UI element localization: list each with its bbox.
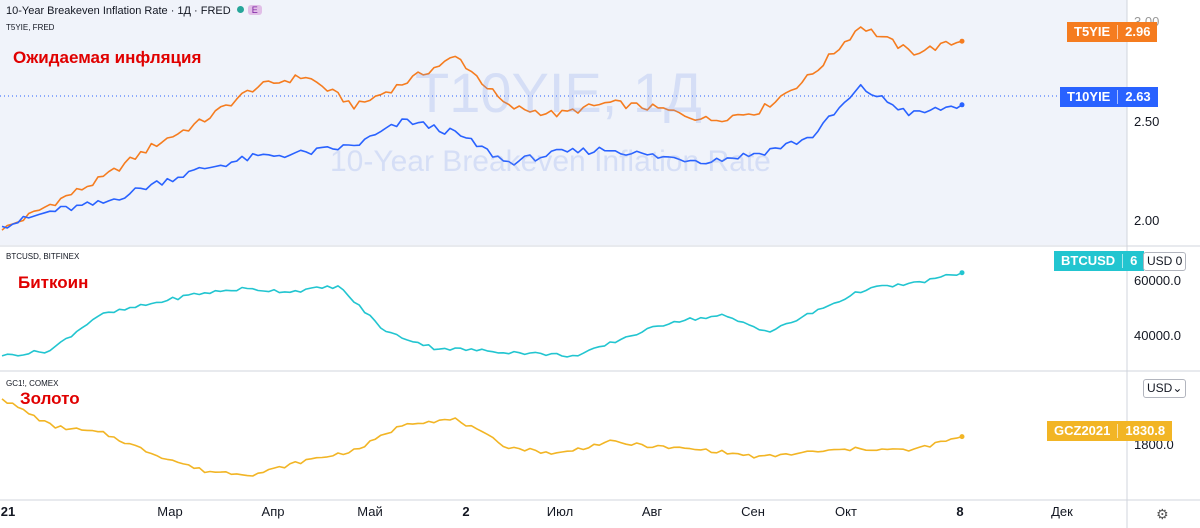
pane-bitcoin-bg bbox=[0, 247, 1127, 370]
currency-gold-label: USD bbox=[1147, 381, 1173, 395]
time-tick-3: Май bbox=[357, 504, 383, 519]
axis-p2-tick-0: 60000.0 bbox=[1134, 273, 1181, 288]
tag-t5yie-value: 2.96 bbox=[1125, 24, 1151, 39]
currency-select-gold[interactable]: USD⌄ bbox=[1143, 379, 1187, 398]
pane1-subtitle[interactable]: T5YIE, FRED bbox=[6, 23, 55, 32]
chevron-down-icon: ⌄ bbox=[1172, 381, 1183, 395]
series-last-point-t5yie bbox=[959, 38, 965, 44]
tag-t10yie-value: 2.63 bbox=[1125, 89, 1151, 104]
pane2-subtitle[interactable]: BTCUSD, BITFINEX bbox=[6, 252, 80, 261]
tag-t5yie: T5YIE 2.96 bbox=[1067, 22, 1158, 42]
series-last-point-gcz2021 bbox=[959, 434, 965, 440]
time-tick-7: Сен bbox=[741, 504, 765, 519]
currency-select-btc[interactable]: USD 0 bbox=[1143, 252, 1187, 271]
label-inflation: Ожидаемая инфляция bbox=[13, 48, 202, 67]
chart-title-text: 10-Year Breakeven Inflation Rate · 1Д · … bbox=[6, 5, 231, 17]
series-line-t5yie[interactable] bbox=[1, 26, 963, 231]
time-tick-9: 8 bbox=[956, 504, 964, 519]
time-tick-5: Июл bbox=[546, 504, 574, 519]
series-last-point-t10yie bbox=[959, 102, 965, 108]
time-tick-1: Мар bbox=[157, 504, 183, 519]
tag-btcusd: BTCUSD 6 bbox=[1054, 251, 1145, 271]
time-tick-2: Апр bbox=[261, 504, 285, 519]
watermark-name: 10-Year Breakeven Inflation Rate bbox=[330, 145, 771, 178]
pane-gold-bg bbox=[0, 372, 1127, 500]
tag-t5yie-symbol: T5YIE bbox=[1074, 24, 1111, 39]
time-tick-6: Авг bbox=[641, 504, 663, 519]
tag-gold-symbol: GCZ2021 bbox=[1054, 423, 1111, 438]
time-tick-10: Дек bbox=[1051, 504, 1073, 519]
chart-title[interactable]: 10-Year Breakeven Inflation Rate · 1Д · … bbox=[6, 5, 262, 17]
label-gold: Золото bbox=[20, 389, 80, 408]
label-bitcoin: Биткоин bbox=[18, 273, 89, 292]
tag-gold-value: 1830.8 bbox=[1125, 423, 1166, 438]
series-line-gcz2021[interactable] bbox=[1, 398, 963, 477]
series-last-point-btcusd bbox=[959, 270, 965, 276]
time-tick-4: 2 bbox=[462, 504, 470, 519]
gear-icon[interactable]: ⚙ bbox=[1156, 506, 1169, 522]
series-line-t10yie[interactable] bbox=[1, 83, 963, 229]
axis-p1-tick-1: 2.50 bbox=[1134, 114, 1160, 129]
axis-p2-tick-1: 40000.0 bbox=[1134, 328, 1181, 343]
status-dot-icon bbox=[236, 6, 244, 13]
tag-gcz2021: GCZ2021 1830.8 bbox=[1047, 421, 1173, 441]
tag-t10yie-symbol: T10YIE bbox=[1067, 89, 1111, 104]
time-tick-8: Окт bbox=[835, 504, 857, 519]
time-tick-0: 21 bbox=[0, 504, 16, 519]
currency-btc-label: USD bbox=[1147, 254, 1173, 268]
pane-inflation-bg bbox=[0, 0, 1127, 245]
tag-btc-symbol: BTCUSD bbox=[1061, 253, 1116, 268]
badge-e[interactable]: E bbox=[247, 5, 262, 15]
pane3-subtitle[interactable]: GC1!, COMEX bbox=[6, 379, 59, 388]
axis-p1-tick-2: 2.00 bbox=[1134, 213, 1160, 228]
tag-btc-value: 6 bbox=[1130, 253, 1138, 268]
tag-t10yie: T10YIE 2.63 bbox=[1060, 87, 1158, 107]
series-line-btcusd[interactable] bbox=[1, 271, 963, 358]
watermark-symbol: T10YIE, 1Д bbox=[415, 61, 702, 124]
